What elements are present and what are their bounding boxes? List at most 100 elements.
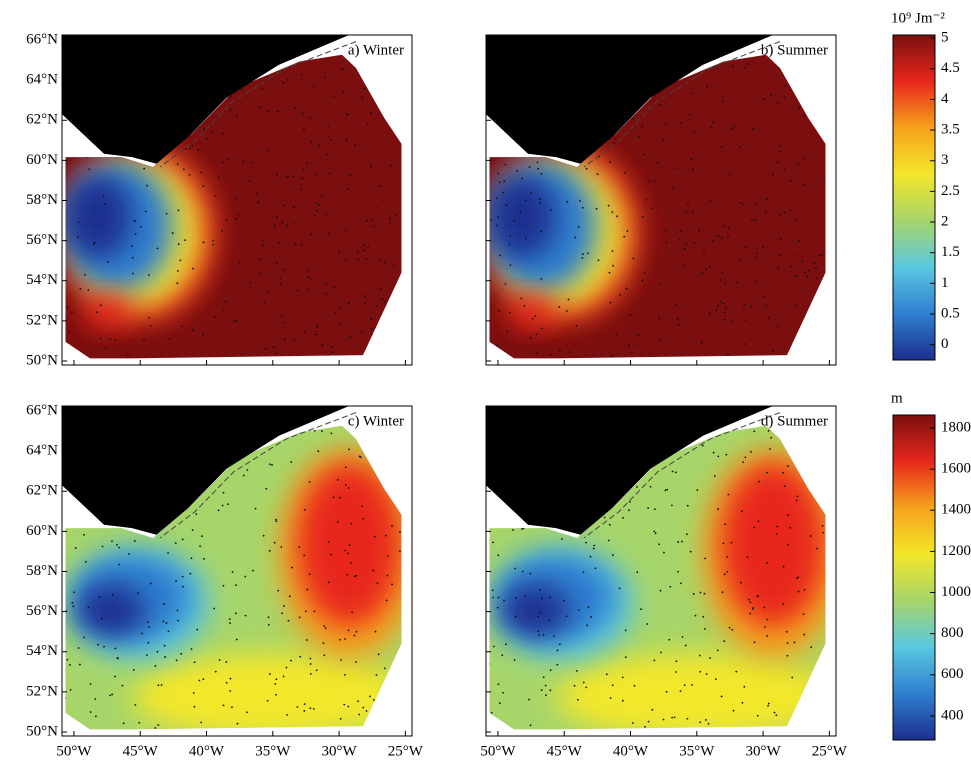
obs-dot <box>802 613 805 616</box>
obs-dot <box>254 507 257 510</box>
obs-dot <box>637 135 640 138</box>
obs-dot <box>701 444 704 447</box>
obs-dot <box>721 272 724 275</box>
obs-dot <box>147 641 150 644</box>
obs-dot <box>193 661 196 664</box>
obs-dot <box>342 90 344 93</box>
obs-dot <box>286 714 288 716</box>
obs-dot <box>168 338 171 340</box>
obs-dot <box>156 650 159 653</box>
obs-dot <box>370 333 373 336</box>
obs-dot <box>273 224 276 227</box>
obs-dot <box>225 218 228 221</box>
obs-dot <box>303 128 305 131</box>
obs-dot <box>676 318 679 320</box>
obs-dot <box>68 331 71 333</box>
lon-label: 40°W <box>613 743 649 759</box>
obs-dot <box>109 694 111 697</box>
obs-dot <box>221 229 223 232</box>
obs-dot <box>818 254 821 257</box>
obs-dot <box>136 592 139 595</box>
obs-dot <box>109 338 112 341</box>
obs-dot <box>378 185 381 187</box>
obs-dot <box>524 594 527 597</box>
obs-dot <box>681 540 683 543</box>
obs-dot <box>141 632 143 635</box>
obs-dot <box>625 287 628 290</box>
obs-dot <box>615 333 618 336</box>
colorbar-label: 0.5 <box>941 305 960 321</box>
obs-dot <box>72 605 75 608</box>
obs-dot <box>505 204 508 207</box>
obs-dot <box>658 338 661 341</box>
obs-dot <box>540 173 543 175</box>
lat-label: 54°N <box>26 272 58 288</box>
obs-dot <box>99 337 102 340</box>
lat-label: 54°N <box>26 643 58 659</box>
obs-dot <box>111 693 114 696</box>
obs-dot <box>237 213 240 216</box>
obs-dot <box>293 339 296 341</box>
obs-dot <box>296 289 299 292</box>
obs-dot <box>753 641 756 644</box>
obs-dot <box>708 312 711 315</box>
obs-dot <box>332 95 335 98</box>
obs-dot <box>149 325 152 327</box>
obs-dot <box>71 311 73 314</box>
obs-dot <box>618 587 621 590</box>
obs-dot <box>566 200 568 203</box>
coast <box>583 41 781 168</box>
obs-dot <box>287 619 290 622</box>
land <box>486 406 773 535</box>
obs-dot <box>154 727 157 729</box>
obs-dot <box>376 582 379 585</box>
obs-dot <box>310 233 312 236</box>
obs-dot <box>789 209 791 212</box>
obs-dot <box>69 663 71 666</box>
obs-dot <box>685 533 688 536</box>
obs-dot <box>349 174 351 177</box>
obs-dot <box>346 113 349 116</box>
field-patch <box>489 173 556 260</box>
obs-dot <box>821 524 824 527</box>
obs-dot <box>649 485 652 488</box>
coast <box>159 412 357 539</box>
obs-dot <box>663 551 665 554</box>
obs-dot <box>114 339 117 342</box>
obs-dot <box>607 539 610 542</box>
obs-dot <box>316 325 319 328</box>
obs-dot <box>284 338 286 341</box>
obs-dot <box>117 657 119 660</box>
obs-dot <box>499 254 502 257</box>
obs-dot <box>539 611 542 614</box>
obs-dot <box>727 493 730 496</box>
obs-dot <box>742 308 745 311</box>
obs-dot <box>291 566 293 569</box>
obs-dot <box>727 236 730 238</box>
obs-dot <box>650 207 653 210</box>
obs-dot <box>336 479 339 481</box>
obs-dot <box>351 611 354 614</box>
obs-dot <box>167 552 169 554</box>
obs-dot <box>306 162 309 164</box>
obs-dot <box>537 615 539 618</box>
obs-dot <box>731 628 734 631</box>
obs-dot <box>229 690 232 692</box>
obs-dot <box>348 544 351 547</box>
obs-dot <box>804 271 807 274</box>
obs-dot <box>489 663 491 665</box>
obs-dot <box>522 527 525 530</box>
obs-dot <box>266 699 269 702</box>
obs-dot <box>678 238 681 241</box>
field-patch <box>65 173 132 260</box>
obs-dot <box>201 535 203 538</box>
obs-dot <box>740 581 742 584</box>
obs-dot <box>229 95 232 98</box>
map-panel: d) Summer 50°W 45°W 40°W 35°W 30°W 25°W <box>480 405 848 759</box>
obs-dot <box>275 520 278 523</box>
obs-dot <box>730 541 733 544</box>
obs-dot <box>213 316 216 319</box>
obs-dot <box>163 603 165 605</box>
obs-dot <box>280 315 283 318</box>
obs-dot <box>686 504 689 507</box>
